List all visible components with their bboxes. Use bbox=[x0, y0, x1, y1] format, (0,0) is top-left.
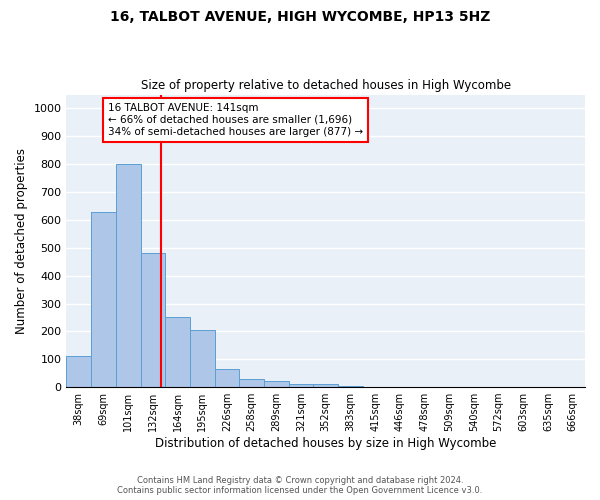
Y-axis label: Number of detached properties: Number of detached properties bbox=[15, 148, 28, 334]
Title: Size of property relative to detached houses in High Wycombe: Size of property relative to detached ho… bbox=[140, 79, 511, 92]
Bar bbox=[215, 369, 239, 387]
Text: 16, TALBOT AVENUE, HIGH WYCOMBE, HP13 5HZ: 16, TALBOT AVENUE, HIGH WYCOMBE, HP13 5H… bbox=[110, 10, 490, 24]
Bar bbox=[264, 381, 289, 387]
Bar bbox=[116, 164, 140, 387]
Bar bbox=[165, 318, 190, 387]
X-axis label: Distribution of detached houses by size in High Wycombe: Distribution of detached houses by size … bbox=[155, 437, 496, 450]
Bar bbox=[338, 386, 363, 387]
Bar bbox=[313, 384, 338, 387]
Text: Contains HM Land Registry data © Crown copyright and database right 2024.
Contai: Contains HM Land Registry data © Crown c… bbox=[118, 476, 482, 495]
Bar bbox=[289, 384, 313, 387]
Bar bbox=[190, 330, 215, 387]
Text: 16 TALBOT AVENUE: 141sqm
← 66% of detached houses are smaller (1,696)
34% of sem: 16 TALBOT AVENUE: 141sqm ← 66% of detach… bbox=[108, 104, 363, 136]
Bar bbox=[239, 380, 264, 387]
Bar bbox=[91, 212, 116, 387]
Bar bbox=[67, 356, 91, 387]
Bar bbox=[140, 254, 165, 387]
